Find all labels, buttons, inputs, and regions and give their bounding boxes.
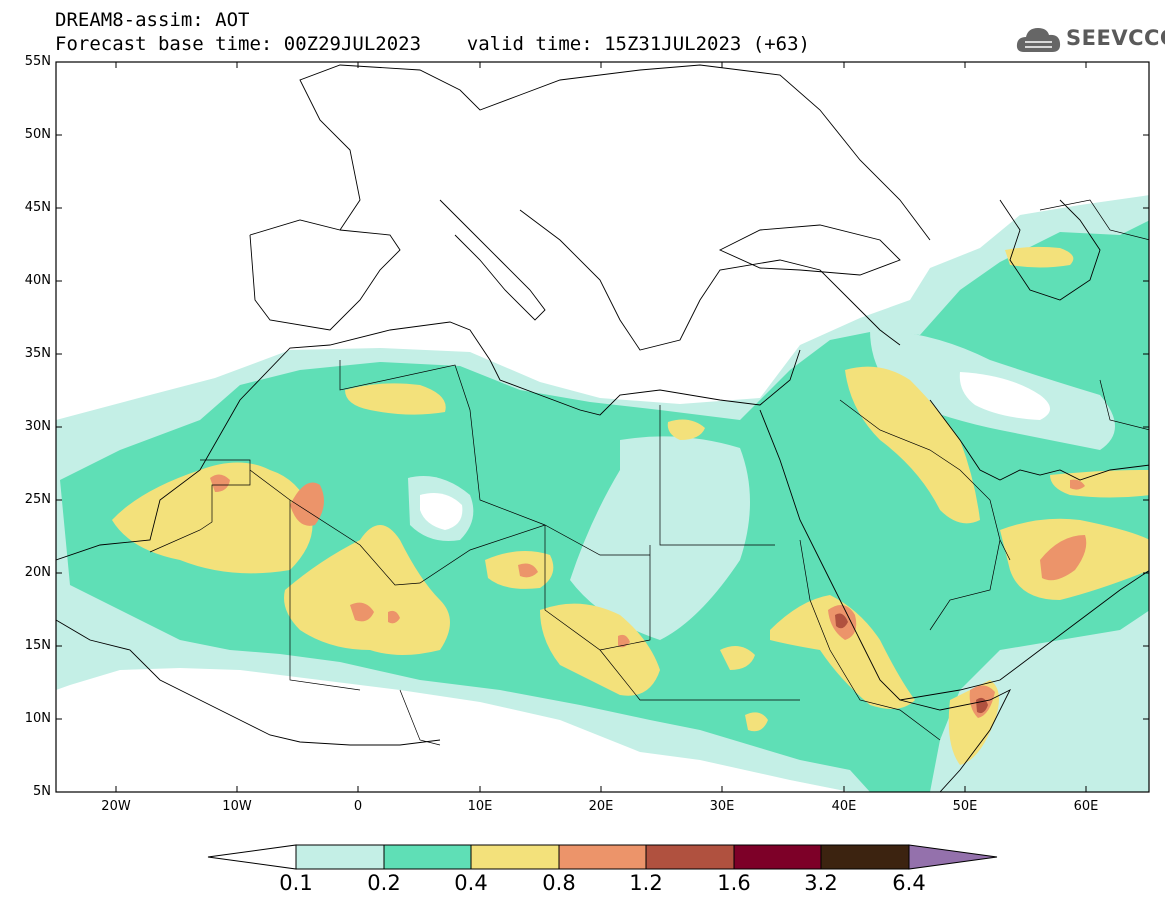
lat-label: 35N [24, 346, 51, 361]
colorbar-swatch-0.8-1.2 [558, 844, 647, 870]
colorbar-label: 0.2 [367, 871, 401, 895]
aot-band-0.8-1.2 [210, 474, 1087, 718]
colorbar-swatch-0.2-0.4 [383, 844, 472, 870]
axis-ticks [56, 61, 1149, 792]
europe-coast [249, 64, 931, 241]
aot-low-hole [959, 372, 1050, 420]
lat-label: 40N [24, 273, 51, 288]
colorbar-swatch-0.1-0.2 [295, 844, 385, 870]
lon-label: 20E [588, 799, 614, 814]
lon-label: 10E [467, 799, 493, 814]
lat-label: 55N [24, 54, 51, 69]
black-sea [718, 224, 901, 276]
lon-label: 50E [952, 799, 978, 814]
lon-label: 30E [709, 799, 735, 814]
lat-label: 10N [24, 711, 51, 726]
lat-label: 50N [24, 127, 51, 142]
north-africa-coast [56, 321, 801, 561]
west-africa-coast [56, 619, 441, 746]
colorbar-swatch-1.2-1.6 [645, 844, 735, 870]
balkans-greece [519, 209, 901, 351]
lon-label: 0 [353, 799, 363, 814]
iberia [249, 229, 401, 331]
colorbar [207, 844, 998, 870]
aot-band-1.2-1.6 [835, 613, 988, 714]
horn-of-africa [899, 688, 1012, 792]
lat-label: 5N [33, 784, 51, 799]
title-line-1: DREAM8-assim: AOT [55, 9, 250, 31]
colorbar-label: 1.6 [717, 871, 751, 895]
lon-label: 20W [101, 799, 131, 814]
italy [439, 199, 546, 321]
title-line-2: Forecast base time: 00Z29JUL2023 valid t… [55, 33, 810, 55]
colorbar-label: 3.2 [804, 871, 838, 895]
caspian-sea [999, 199, 1101, 301]
colorbar-swatch-1.6-3.2 [733, 844, 822, 870]
lat-label: 45N [24, 200, 51, 215]
coastlines [56, 64, 1149, 792]
logo-text: SEEVCCC [1066, 26, 1165, 50]
seevccc-logo: SEEVCCC [1016, 22, 1165, 56]
colorbar-label: 6.4 [892, 871, 926, 895]
lat-label: 25N [24, 492, 51, 507]
colorbar-label: 0.4 [454, 871, 488, 895]
lat-label: 20N [24, 565, 51, 580]
aot-low-hole [420, 492, 463, 530]
lon-label: 40E [831, 799, 857, 814]
colorbar-label: 0.8 [542, 871, 576, 895]
colorbar-label: 1.2 [629, 871, 663, 895]
lat-label: 15N [24, 638, 51, 653]
colorbar-swatch-0.4-0.8 [470, 844, 560, 870]
lon-label: 60E [1073, 799, 1099, 814]
colorbar-swatch-3.2-6.4 [820, 844, 910, 870]
colorbar-low-arrow [207, 844, 297, 870]
persian-gulf [929, 399, 1149, 481]
lon-label: 10W [222, 799, 252, 814]
colorbar-high-arrow [908, 844, 998, 870]
country-borders [149, 199, 1149, 746]
lat-label: 30N [24, 419, 51, 434]
colorbar-label: 0.1 [279, 871, 313, 895]
aot-shading [56, 195, 1149, 792]
cloud-icon [1016, 28, 1061, 52]
